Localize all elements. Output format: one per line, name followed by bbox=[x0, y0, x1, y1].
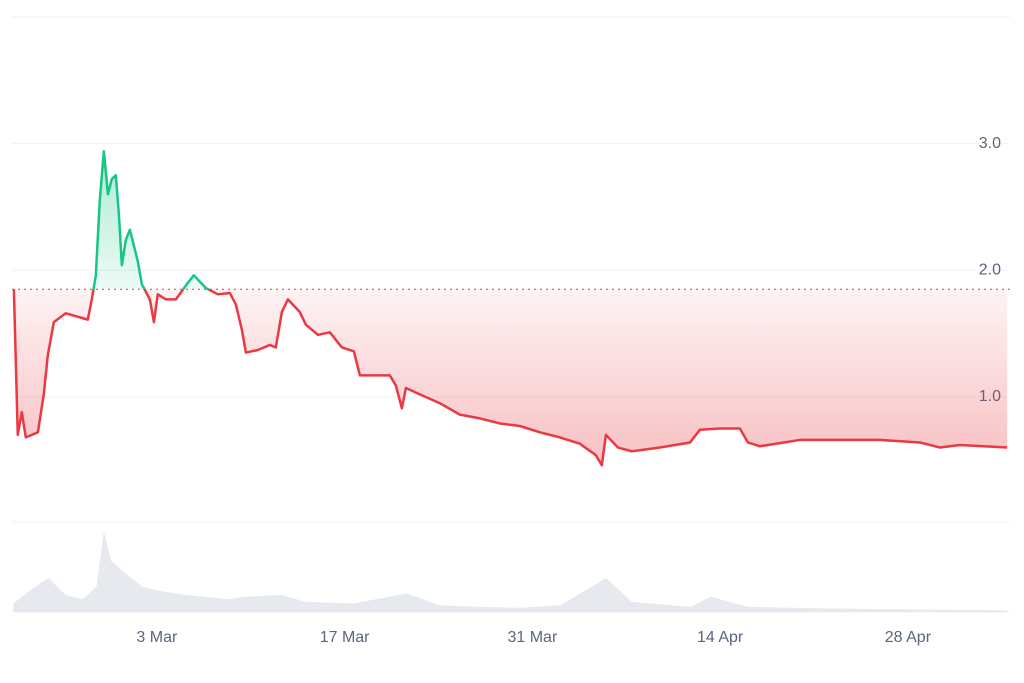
y-tick-label: 3.0 bbox=[979, 135, 1001, 152]
x-tick-label: 28 Apr bbox=[885, 629, 932, 646]
x-tick-label: 17 Mar bbox=[320, 629, 370, 646]
volume-area bbox=[13, 531, 1008, 612]
x-tick-label: 31 Mar bbox=[507, 629, 557, 646]
x-tick-label: 3 Mar bbox=[136, 629, 178, 646]
area-fill-down bbox=[13, 289, 1008, 466]
price-line-up bbox=[13, 149, 211, 290]
y-tick-label: 2.0 bbox=[979, 261, 1001, 278]
x-tick-label: 14 Apr bbox=[697, 629, 744, 646]
price-line-down bbox=[12, 289, 1008, 467]
